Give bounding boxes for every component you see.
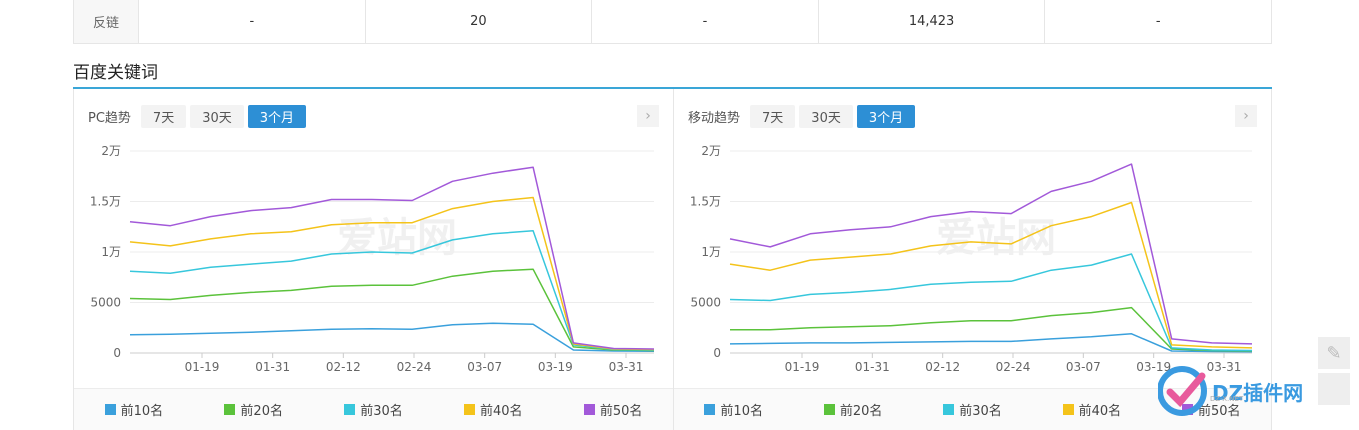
legend-item[interactable]: 前40名 xyxy=(464,400,523,419)
legend-item[interactable]: 前50名 xyxy=(583,400,643,419)
pc-trend-panel: PC趋势 7天 30天 3个月 › 2万 1.5万 1万 5000 0 爱站网 01-19 0… xyxy=(74,89,673,430)
panel-header: 移动趋势 7天 30天 3个月 xyxy=(688,104,916,128)
x-tick-label: 01-19 xyxy=(185,360,220,374)
x-tick-label: 03-07 xyxy=(1066,360,1101,374)
y-tick-label: 1.5万 xyxy=(90,195,121,209)
y-tick-label: 2万 xyxy=(701,144,721,158)
range-30d-button[interactable]: 30天 xyxy=(799,104,853,128)
legend-label: 前30名 xyxy=(360,404,403,419)
y-tick-label: 0 xyxy=(113,346,121,360)
x-tick-label: 03-19 xyxy=(1136,360,1171,374)
y-tick-label: 5000 xyxy=(90,296,121,310)
pc-trend-chart: 2万 1.5万 1万 5000 0 爱站网 01-19 01-31 02-12 02-24 03-0… xyxy=(90,144,655,374)
legend-label: 前20名 xyxy=(240,404,283,419)
watermark: 爱站网 xyxy=(936,215,1056,261)
legend-swatch xyxy=(224,404,236,415)
logo-mark-icon xyxy=(1158,366,1207,416)
range-3m-button[interactable]: 3个月 xyxy=(856,104,916,128)
legend-swatch xyxy=(344,404,356,415)
panel-title: PC趋势 xyxy=(88,110,131,126)
backlink-cell: - xyxy=(1155,14,1161,29)
legend-item[interactable]: 前30名 xyxy=(943,400,1002,419)
legend-item[interactable]: 前10名 xyxy=(104,400,164,419)
backlink-cell: - xyxy=(592,0,819,43)
x-tick-label: 01-31 xyxy=(855,360,890,374)
x-tick-label: 03-31 xyxy=(609,360,644,374)
watermark: 爱站网 xyxy=(337,215,457,261)
legend-label: 前50名 xyxy=(1197,404,1241,419)
chevron-right-icon[interactable]: › xyxy=(637,105,659,127)
mobile-trend-chart: 2万 1.5万 1万 5000 0 爱站网 01-19 01-31 02-12 02-24 03-0… xyxy=(690,144,1253,374)
chevron-right-icon[interactable]: › xyxy=(1235,105,1257,127)
corner-logo: DZ插件网 DZ-X.NET xyxy=(1158,366,1303,416)
y-tick-label: 2万 xyxy=(101,144,121,158)
legend-item[interactable]: 前40名 xyxy=(1062,400,1122,419)
legend-item[interactable]: 前10名 xyxy=(704,400,763,419)
legend-label: 前20名 xyxy=(839,404,883,419)
legend-label: 前50名 xyxy=(599,404,643,419)
legend-item[interactable]: 前30名 xyxy=(344,400,403,419)
edit-icon[interactable]: ✎ xyxy=(1318,337,1350,369)
x-tick-label: 01-19 xyxy=(785,360,820,374)
x-tick-label: 03-19 xyxy=(538,360,573,374)
chart-legend: 前10名 前20名 前30名 前40名 前50名 xyxy=(74,388,673,430)
legend-swatch xyxy=(704,404,716,415)
y-tick-label: 1.5万 xyxy=(690,195,721,209)
legend-label: 前10名 xyxy=(120,404,164,419)
series-line xyxy=(729,253,1253,352)
y-tick-label: 5000 xyxy=(690,296,721,310)
section-divider xyxy=(73,87,1272,89)
legend-item[interactable]: 前20名 xyxy=(823,400,883,419)
x-tick-label: 02-12 xyxy=(925,360,960,374)
legend-label: 前40名 xyxy=(1078,404,1122,419)
mobile-trend-panel: 移动趋势 7天 30天 3个月 › 2万 1.5万 1万 5000 0 爱站网 01-19 0… xyxy=(673,89,1271,430)
y-tick-label: 1万 xyxy=(701,245,721,259)
legend-swatch xyxy=(583,404,595,415)
series-line xyxy=(729,333,1253,353)
series-line xyxy=(129,268,655,352)
trend-panels: PC趋势 7天 30天 3个月 › 2万 1.5万 1万 5000 0 爱站网 01-19 0… xyxy=(73,89,1272,430)
y-tick-label: 0 xyxy=(713,346,721,360)
back-to-top-button[interactable] xyxy=(1318,373,1350,405)
legend-item[interactable]: 前20名 xyxy=(224,400,283,419)
legend-swatch xyxy=(464,404,476,415)
panel-title: 移动趋势 xyxy=(688,110,741,126)
legend-swatch xyxy=(104,404,116,415)
range-7d-button[interactable]: 7天 xyxy=(750,104,796,128)
legend-label: 前40名 xyxy=(480,404,523,419)
x-tick-label: 02-12 xyxy=(326,360,361,374)
logo-subtext: DZ-X.NET xyxy=(1210,395,1244,403)
x-tick-label: 02-24 xyxy=(996,360,1031,374)
y-tick-label: 1万 xyxy=(101,245,121,259)
series-line xyxy=(729,163,1253,345)
legend-label: 前10名 xyxy=(720,404,763,419)
panel-header: PC趋势 7天 30天 3个月 xyxy=(88,104,307,128)
series-line xyxy=(129,230,655,351)
legend-label: 前30名 xyxy=(959,404,1002,419)
section-title: 百度关键词 xyxy=(73,63,158,83)
x-tick-label: 01-31 xyxy=(255,360,290,374)
backlink-cell: - xyxy=(139,0,366,43)
legend-swatch xyxy=(943,404,955,415)
series-line xyxy=(129,166,655,350)
range-3m-button[interactable]: 3个月 xyxy=(247,104,307,128)
series-line xyxy=(129,196,655,351)
x-tick-label: 02-24 xyxy=(397,360,432,374)
backlink-cell: 20 xyxy=(366,0,593,43)
legend-swatch xyxy=(1062,404,1074,415)
series-line xyxy=(730,306,1253,352)
series-line xyxy=(129,322,655,352)
x-tick-label: 03-07 xyxy=(467,360,502,374)
series-line xyxy=(729,201,1253,349)
backlink-label: 反链 xyxy=(74,0,139,43)
range-30d-button[interactable]: 30天 xyxy=(190,104,244,128)
backlink-cell: 14,423 xyxy=(819,0,1046,43)
backlink-row: 反链 - 20 - 14,423 - xyxy=(73,0,1272,44)
range-7d-button[interactable]: 7天 xyxy=(140,104,187,128)
logo-text: DZ插件网 xyxy=(1212,380,1304,405)
x-tick-label: 03-31 xyxy=(1207,360,1242,374)
legend-swatch xyxy=(823,404,835,415)
